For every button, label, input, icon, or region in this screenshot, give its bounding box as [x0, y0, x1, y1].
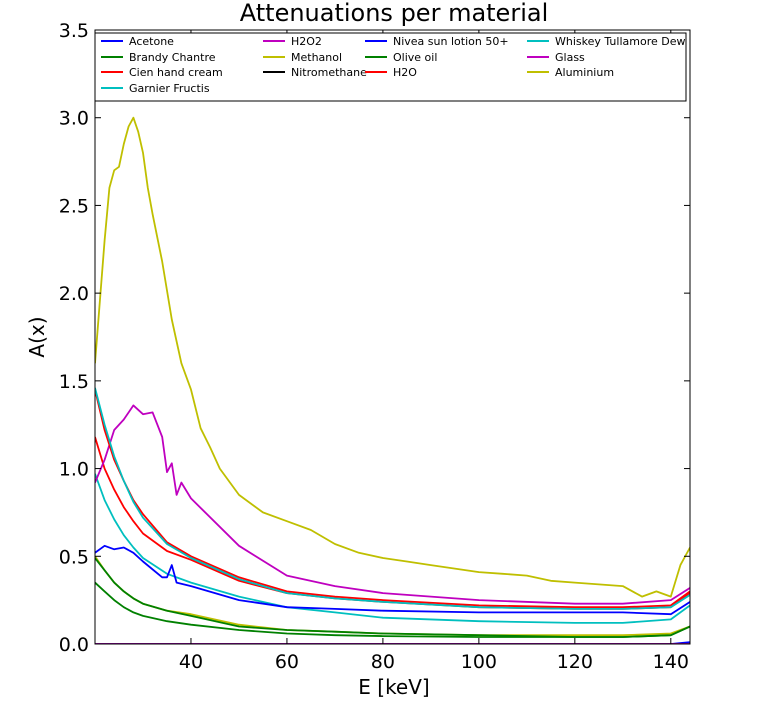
series-line-nivea-sun-lotion-50-: [95, 544, 690, 616]
legend-label: Acetone: [129, 35, 174, 48]
x-tick-label: 60: [275, 651, 299, 673]
series-line-garnier-fructis: [95, 473, 690, 624]
legend-box: [94, 32, 687, 102]
y-tick-label: 3.5: [59, 20, 89, 42]
y-tick-label: 0.0: [59, 634, 89, 656]
y-axis-label: A(x): [25, 316, 49, 357]
y-tick-label: 0.5: [59, 546, 89, 568]
legend-entry: Nivea sun lotion 50+: [365, 35, 509, 48]
x-tick-label: 100: [461, 651, 497, 673]
legend-entry: Acetone: [101, 35, 174, 48]
plot-frame: [94, 29, 691, 645]
legend-entry: Aluminium: [527, 66, 614, 79]
legend-label: Nitromethane: [291, 66, 367, 79]
legend-entry: Brandy Chantre: [101, 51, 216, 64]
legend-entry: H2O2: [263, 35, 322, 48]
legend-label: Glass: [555, 51, 585, 64]
legend-entry: Whiskey Tullamore Dew: [527, 35, 686, 48]
legend-label: Olive oil: [393, 51, 437, 64]
legend-entry: H2O: [365, 66, 417, 79]
y-tick-label: 2.5: [59, 195, 89, 217]
legend-entry: Cien hand cream: [101, 66, 223, 79]
legend-label: Whiskey Tullamore Dew: [555, 35, 686, 48]
legend-label: Cien hand cream: [129, 66, 223, 79]
legend-label: Aluminium: [555, 66, 614, 79]
legend-entry: Methanol: [263, 51, 342, 64]
x-axis-label: E [keV]: [358, 675, 429, 699]
y-tick-label: 1.5: [59, 371, 89, 393]
legend-entry: Glass: [527, 51, 585, 64]
legend: Acetone Brandy Chantre Cien hand cream Garn…: [94, 32, 687, 102]
legend-label: H2O: [393, 66, 417, 79]
x-tick-label: 120: [557, 651, 593, 673]
series-line-olive-oil: [95, 557, 690, 638]
x-tick-label: 40: [179, 651, 203, 673]
y-tick-label: 2.0: [59, 283, 89, 305]
legend-label: Nivea sun lotion 50+: [393, 35, 509, 48]
chart-title: Attenuations per material: [240, 0, 548, 27]
y-tick-label: 3.0: [59, 108, 89, 130]
legend-entry: Nitromethane: [263, 66, 367, 79]
x-tick-label: 80: [371, 651, 395, 673]
y-tick-label: 1.0: [59, 459, 89, 481]
series-layer: [95, 116, 690, 644]
legend-label: Garnier Fructis: [129, 82, 210, 95]
legend-entry: Olive oil: [365, 51, 437, 64]
legend-label: Brandy Chantre: [129, 51, 216, 64]
series-line-aluminium: [95, 116, 690, 598]
series-line-whiskey-tullamore-dew: [95, 387, 690, 610]
legend-label: H2O2: [291, 35, 322, 48]
series-line-h2o2: [95, 404, 690, 605]
legend-entry: Garnier Fructis: [101, 82, 210, 95]
x-tick-label: 140: [653, 651, 689, 673]
legend-label: Methanol: [291, 51, 342, 64]
